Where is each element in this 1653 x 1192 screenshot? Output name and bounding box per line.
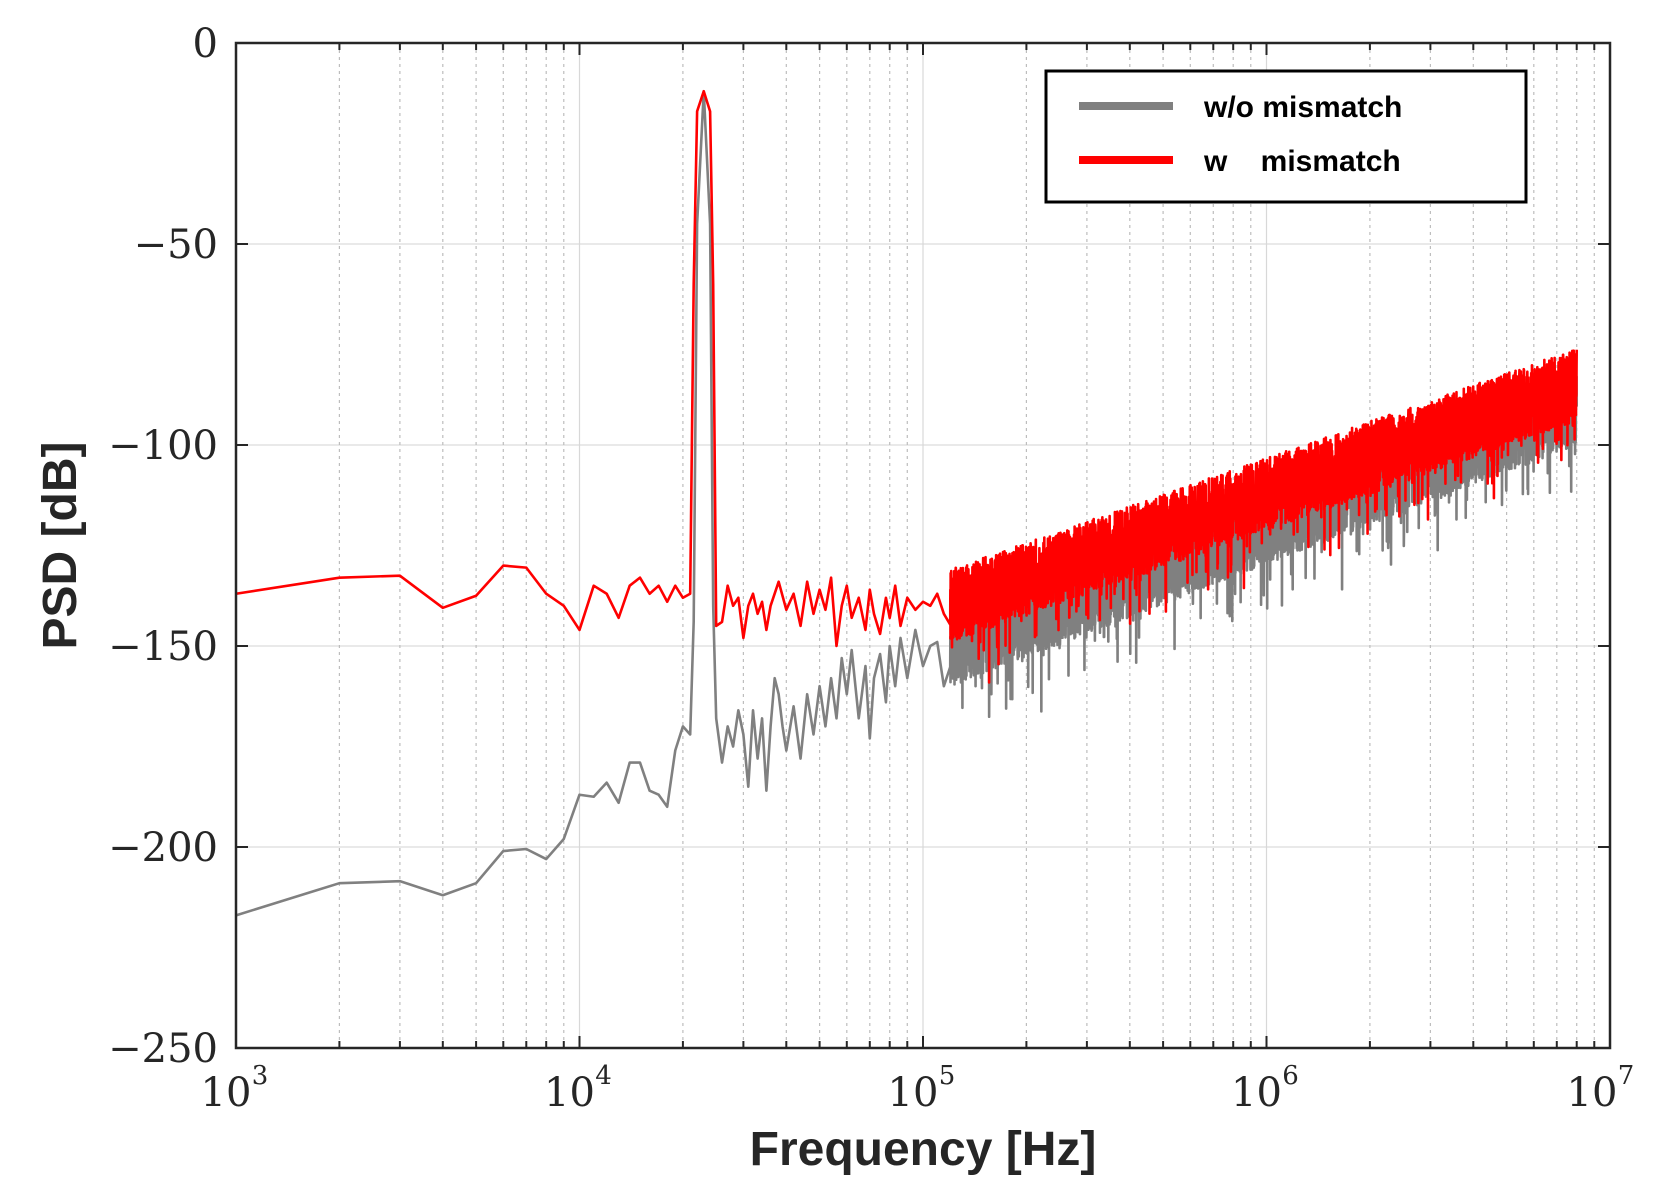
y-tick-label: −200	[108, 825, 218, 871]
legend-box	[1044, 69, 1528, 204]
x-tick-label-exponent: 7	[1618, 1061, 1635, 1091]
x-tick-label-exponent: 6	[1282, 1061, 1299, 1091]
legend-entry: w mismatch	[1203, 145, 1401, 178]
x-tick-label-exponent: 4	[595, 1061, 612, 1091]
y-axis-label: PSD [dB]	[34, 442, 87, 650]
legend-entry: w/o mismatch	[1203, 91, 1402, 124]
y-tick-label: −250	[108, 1026, 218, 1072]
y-tick-label: 0	[193, 21, 218, 67]
y-tick-label: −100	[108, 423, 218, 469]
series-layer	[235, 89, 1579, 917]
x-axis-label: Frequency [Hz]	[750, 1123, 1097, 1176]
legend: w/o mismatch w mismatch	[1044, 69, 1528, 204]
y-tick-label: −50	[134, 222, 218, 268]
x-tick-label: 10	[544, 1070, 595, 1116]
x-tick-label-exponent: 3	[252, 1061, 269, 1091]
x-tick-label: 10	[201, 1070, 252, 1116]
series-line-with-mismatch	[235, 89, 1579, 684]
x-tick-label: 10	[1231, 1070, 1282, 1116]
y-tick-label: −150	[108, 624, 218, 670]
x-tick-label: 10	[888, 1070, 939, 1116]
x-tick-label: 10	[1567, 1070, 1618, 1116]
x-tick-label-exponent: 5	[939, 1061, 956, 1091]
